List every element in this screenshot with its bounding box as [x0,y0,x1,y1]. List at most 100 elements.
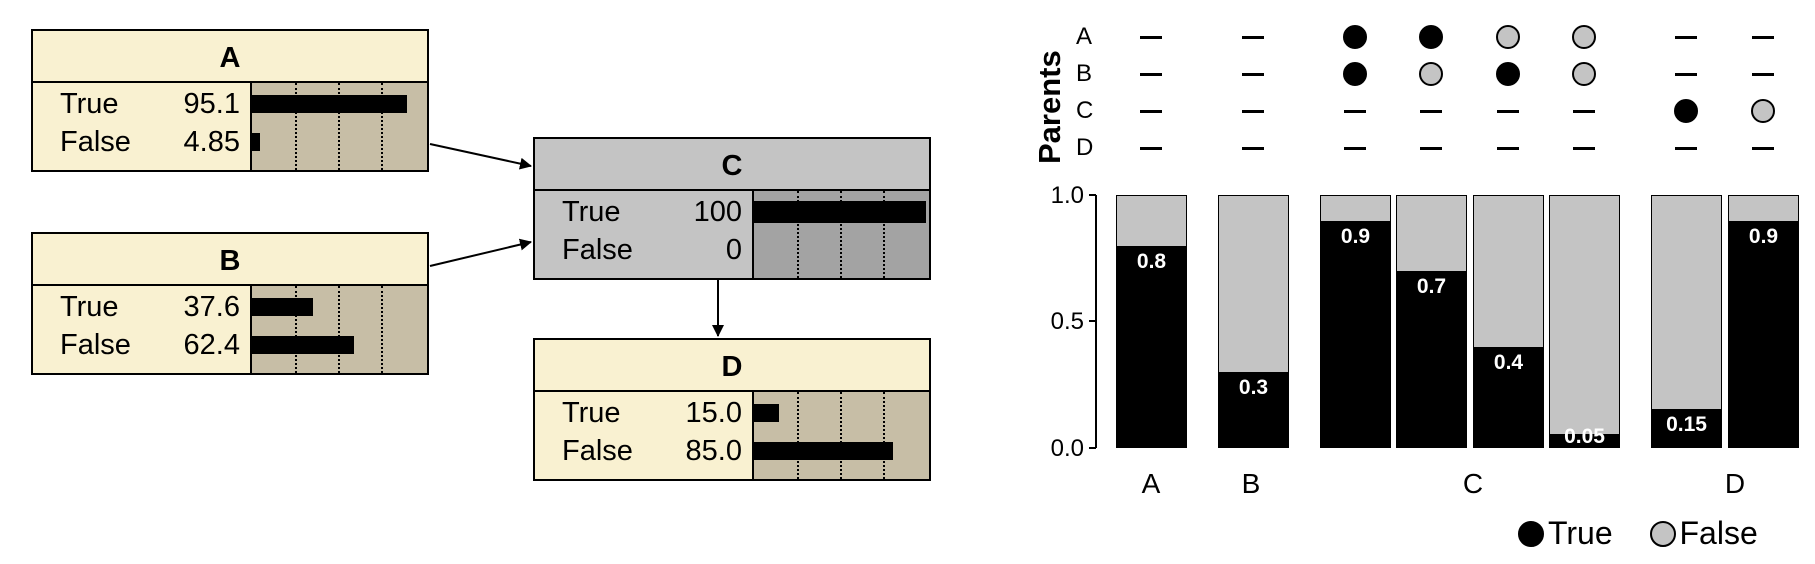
state-value: 95.1 [183,88,240,120]
state-label: False [562,234,633,266]
cpt-bar-label: 0.7 [1416,275,1447,299]
parent-dash [1344,147,1366,150]
parent-true-icon [1343,62,1367,86]
cpt-bar: 0.7 [1396,195,1467,448]
node-title: C [535,139,929,191]
belief-bar-true [252,95,408,113]
cpt-bar: 0.9 [1728,195,1799,448]
cpt-bar: 0.8 [1116,195,1187,448]
state-value: 0 [725,234,742,266]
parent-true-icon [1419,25,1443,49]
parent-row-label: D [1076,134,1094,161]
belief-bar-false [754,442,893,460]
node-a[interactable]: A True 95.1 False 4.85 [31,29,429,172]
cpt-bar-label: 0.9 [1340,225,1371,249]
cpt-bar: 0.4 [1473,195,1544,448]
state-row-false: False 85.0 [535,433,754,469]
state-label: True [562,196,621,228]
parent-false-icon [1496,25,1520,49]
cpt-bar: 0.3 [1218,195,1289,448]
parent-dash [1752,36,1774,39]
x-group-label: C [1462,468,1484,499]
legend-label: True [1548,515,1613,551]
parent-row-label: B [1076,60,1093,87]
cpt-bar: 0.15 [1651,195,1722,448]
parent-dash [1140,73,1162,76]
cpt-bar-label: 0.15 [1666,413,1707,437]
legend-true-icon [1518,521,1544,547]
belief-bars [754,392,929,479]
state-row-false: False 62.4 [33,327,252,363]
cpt-bar-label: 0.9 [1748,225,1779,249]
legend-item-false: False [1649,515,1758,551]
belief-bars [754,191,929,278]
cpt-bar-true [1397,271,1466,447]
x-group-label: B [1241,468,1261,499]
cpt-bar-true [1729,221,1798,447]
cpt-bar-true [1474,346,1543,447]
cpt-bar-true [1219,371,1288,447]
belief-bar-false [252,336,354,354]
x-group-label: A [1141,468,1161,499]
parent-dash [1752,147,1774,150]
parent-dash [1675,73,1697,76]
y-tick-label: 0.0 [1050,435,1084,462]
state-row-true: True 95.1 [33,86,252,122]
legend-label: False [1679,515,1758,551]
state-value: 15.0 [685,397,742,429]
edge-a-c [429,143,532,170]
belief-bars [252,286,427,373]
cpt-bar-true [1652,409,1721,447]
state-label: True [562,397,621,429]
state-value: 85.0 [685,435,742,467]
parent-dash [1242,73,1264,76]
parent-dash [1497,147,1519,150]
parent-true-icon [1674,99,1698,123]
parent-false-icon [1572,62,1596,86]
belief-bar-true [754,201,926,223]
parent-dash [1140,147,1162,150]
parent-dash [1242,147,1264,150]
network-links [429,143,724,337]
belief-bars [252,83,427,170]
parent-dash [1675,147,1697,150]
parent-true-icon [1343,25,1367,49]
parent-dash [1420,110,1442,113]
state-value: 4.85 [183,126,240,158]
parent-row-label: C [1076,97,1094,124]
cpt-bar-true [1550,434,1619,447]
cpt-bar-label: 0.05 [1564,425,1605,448]
state-row-false: False 0 [535,232,754,268]
x-group-label: D [1724,468,1746,499]
parent-row-label: A [1076,23,1093,50]
cpt-bar-label: 0.4 [1493,350,1524,374]
cpt-bar-true [1117,246,1186,447]
cpt-bar: 0.05 [1549,195,1620,448]
state-label: True [60,291,119,323]
belief-bar-false [252,133,260,151]
node-d[interactable]: D True 15.0 False 85.0 [533,338,931,481]
cpt-bar-label: 0.3 [1238,375,1269,399]
legend: True False [1518,515,1758,552]
belief-bar-true [252,298,314,316]
node-c[interactable]: C True 100 False 0 [533,137,931,280]
state-label: False [60,126,131,158]
state-value: 37.6 [183,291,240,323]
state-row-true: True 15.0 [535,395,754,431]
node-title: D [535,340,929,392]
parent-dash [1675,36,1697,39]
y-tick-label: 1.0 [1050,182,1084,209]
state-value: 100 [693,196,742,228]
parent-dash [1140,36,1162,39]
parent-dash [1752,73,1774,76]
state-value: 62.4 [183,329,240,361]
parent-false-icon [1751,99,1775,123]
node-b[interactable]: B True 37.6 False 62.4 [31,232,429,375]
state-label: False [60,329,131,361]
cpt-bar-label: 0.8 [1136,250,1167,274]
cpt-bar: 0.9 [1320,195,1391,448]
node-title: A [33,31,427,83]
parent-false-icon [1419,62,1443,86]
parent-dash [1497,110,1519,113]
